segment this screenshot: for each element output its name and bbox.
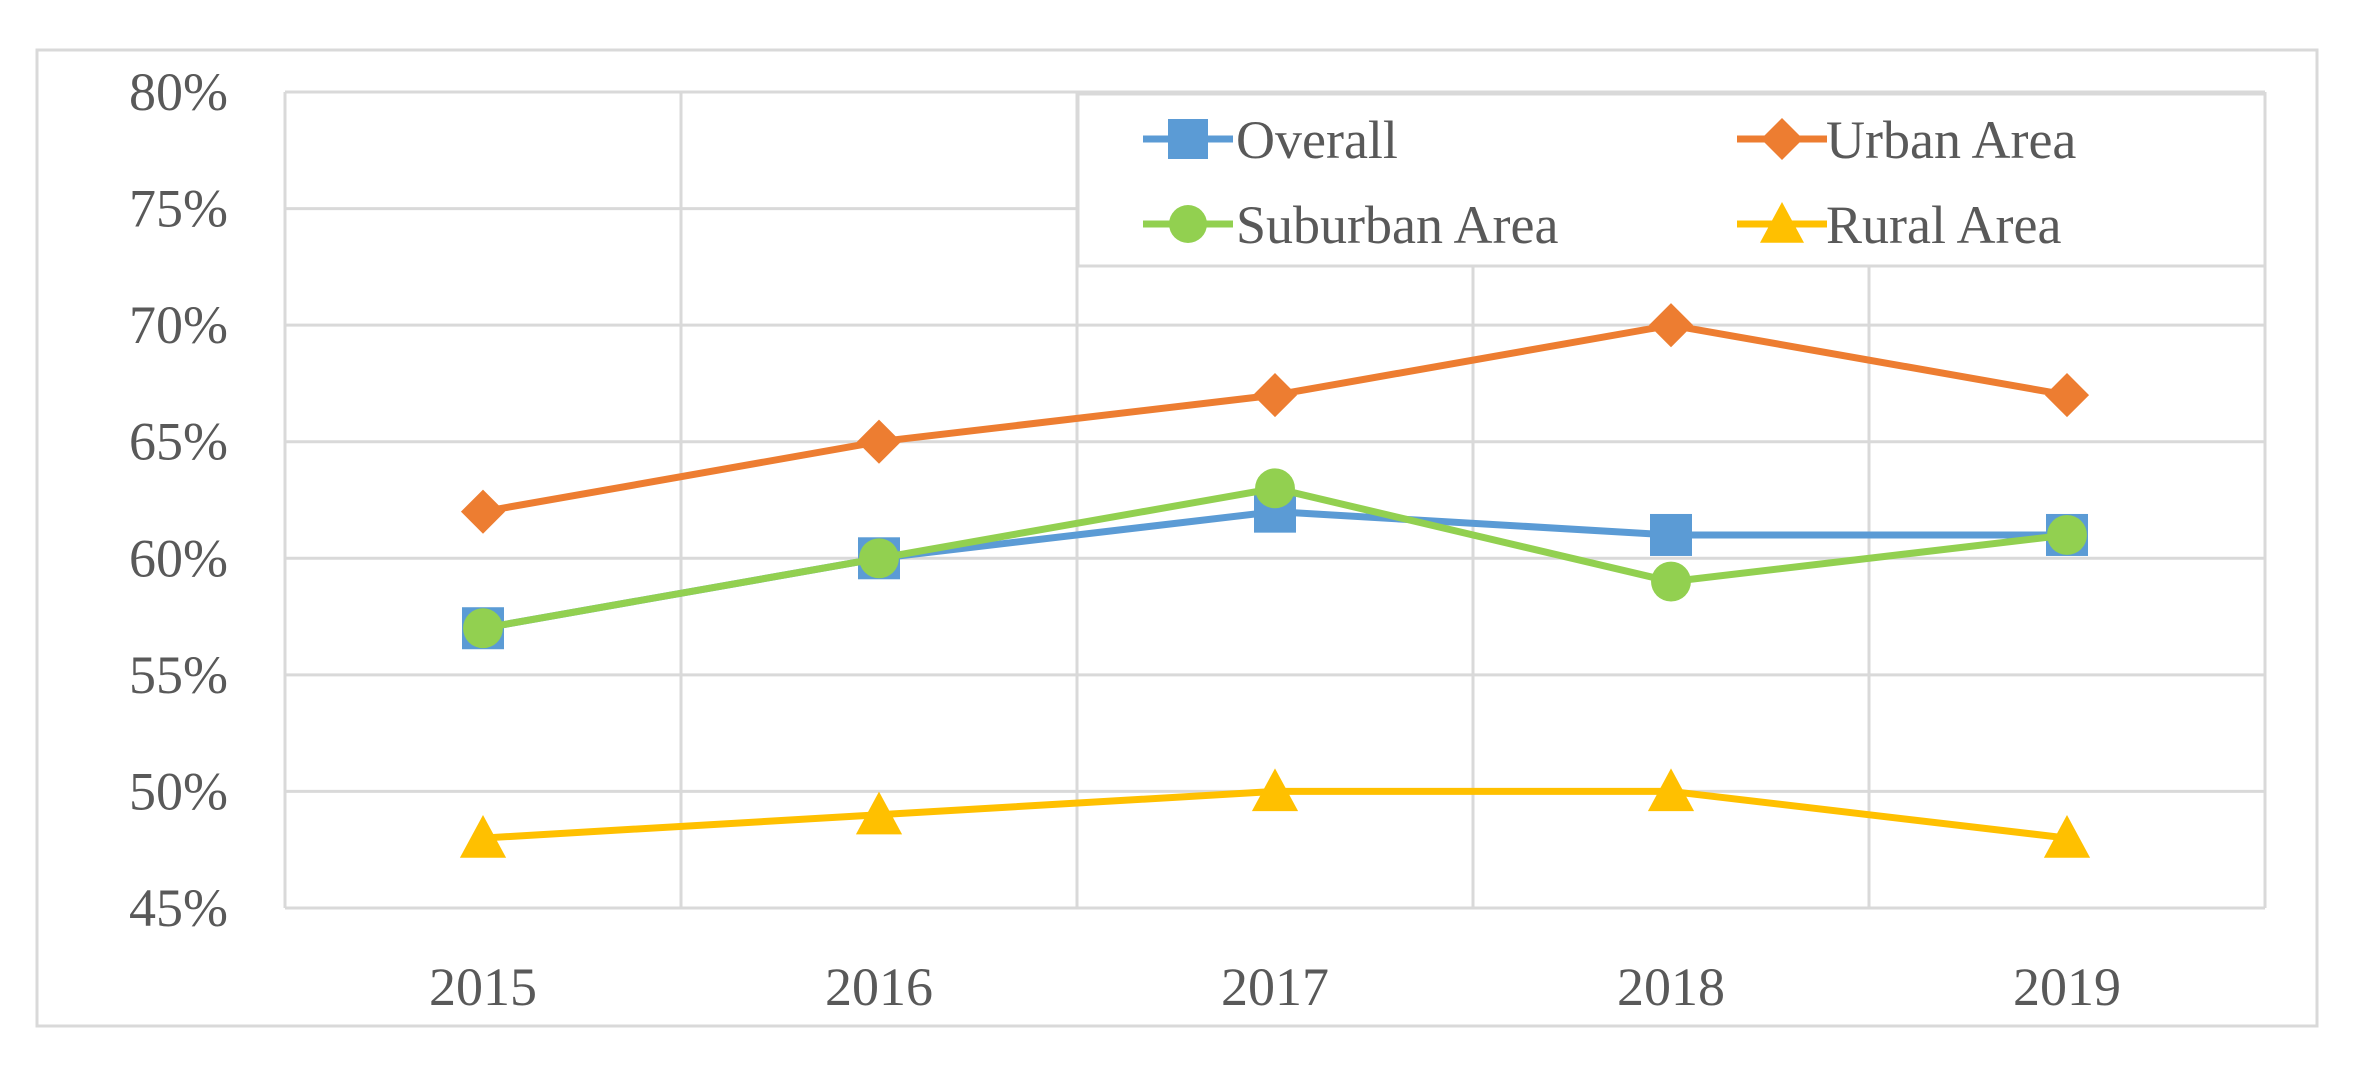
legend-label: Rural Area	[1826, 195, 2061, 255]
y-tick-label: 70%	[129, 295, 228, 355]
data-point-square	[1650, 513, 1692, 556]
y-tick-label: 80%	[129, 62, 228, 122]
data-point-triangle	[2043, 814, 2091, 858]
legend-item: Suburban Area	[1143, 195, 1558, 255]
data-point-diamond	[856, 419, 902, 464]
series-urban-area	[460, 303, 2090, 534]
series	[459, 303, 2091, 858]
y-tick-label: 50%	[129, 761, 228, 821]
data-point-square	[1168, 119, 1208, 159]
data-point-circle	[463, 608, 503, 649]
data-point-triangle	[1760, 202, 1804, 243]
legend-item: Urban Area	[1737, 110, 2076, 170]
data-point-diamond	[1761, 118, 1803, 160]
data-point-diamond	[1252, 373, 1298, 418]
legend-label: Suburban Area	[1236, 195, 1558, 255]
axes: 45% 50% 55% 60% 65% 70% 75% 80% 2015 2016 2017 2018…	[129, 62, 2121, 1017]
data-point-circle	[1255, 468, 1295, 509]
data-point-diamond	[460, 489, 506, 534]
y-tick-label: 55%	[129, 645, 228, 705]
data-point-triangle	[459, 814, 507, 858]
x-tick-label: 2016	[825, 957, 933, 1017]
data-point-circle	[1651, 561, 1691, 602]
y-tick-label: 45%	[129, 878, 228, 938]
x-tick-label: 2015	[429, 957, 537, 1017]
y-tick-label: 60%	[129, 528, 228, 588]
legend-label: Overall	[1236, 110, 1398, 170]
x-tick-label: 2019	[2013, 957, 2121, 1017]
data-point-diamond	[2044, 373, 2090, 418]
legend-item: Rural Area	[1737, 195, 2061, 255]
series-suburban-area	[463, 468, 2087, 649]
series-rural-area	[459, 768, 2091, 858]
data-point-circle	[1169, 205, 1207, 243]
x-tick-label: 2018	[1617, 957, 1725, 1017]
data-point-triangle	[1251, 768, 1299, 812]
data-point-triangle	[1647, 768, 1695, 812]
x-tick-label: 2017	[1221, 957, 1329, 1017]
y-tick-label: 65%	[129, 412, 228, 472]
data-point-diamond	[1648, 303, 1694, 348]
legend-item: Overall	[1143, 110, 1398, 170]
legend: Overall Urban Area Suburban Area Rural Area	[1076, 92, 2267, 268]
data-point-circle	[859, 538, 899, 579]
legend-label: Urban Area	[1826, 110, 2076, 170]
y-tick-label: 75%	[129, 179, 228, 239]
data-point-triangle	[855, 791, 903, 835]
data-point-circle	[2047, 515, 2087, 555]
legend-box	[1076, 92, 2267, 268]
